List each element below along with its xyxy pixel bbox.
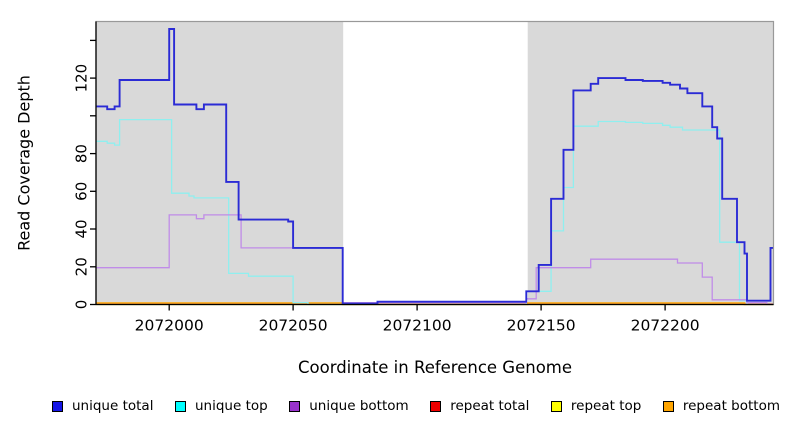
y-tick-label: 0	[73, 300, 91, 310]
legend-swatch-repeat-total	[430, 400, 442, 412]
y-axis-title: Read Coverage Depth	[14, 75, 34, 251]
y-tick-label: 120	[73, 64, 91, 93]
legend-item-unique-total: unique total	[52, 398, 153, 414]
y-tick-label: 40	[73, 219, 91, 238]
x-tick-label: 2072000	[135, 317, 204, 335]
legend-item-unique-top: unique top	[175, 398, 268, 414]
y-tick-label: 80	[73, 144, 91, 163]
legend-item-unique-bottom: unique bottom	[289, 398, 409, 414]
legend-label: repeat bottom	[682, 398, 780, 414]
legend-label: repeat top	[570, 398, 642, 414]
shaded-region	[527, 21, 774, 305]
legend-swatch-repeat-top	[550, 400, 562, 412]
legend-item-repeat-total: repeat total	[430, 398, 529, 414]
legend-label: unique top	[195, 398, 268, 414]
legend-swatch-unique-bottom	[289, 400, 301, 412]
legend-swatch-unique-top	[175, 400, 186, 412]
y-tick-label: 20	[73, 257, 91, 276]
legend-label: unique bottom	[309, 398, 409, 414]
series-unique-total	[96, 28, 774, 305]
x-tick-label: 2072200	[631, 317, 700, 335]
legend-swatch-repeat-bottom	[662, 400, 674, 412]
legend-item-repeat-bottom: repeat bottom	[662, 398, 780, 414]
legend-label: unique total	[72, 398, 154, 414]
legend-item-repeat-top: repeat top	[550, 398, 642, 414]
legend: unique total unique top unique bottom repea…	[0, 398, 792, 414]
series-unique-bottom	[96, 214, 774, 306]
x-tick-label: 2072150	[507, 317, 576, 335]
coverage-chart: 0 20 40 60 80 120 2072000 2072050 2072100 2072150…	[73, 20, 775, 335]
legend-swatch-unique-total	[52, 400, 63, 412]
shaded-region	[96, 21, 344, 305]
legend-label: repeat total	[450, 398, 530, 414]
x-tick-label: 2072100	[383, 317, 452, 335]
y-tick-label: 60	[73, 182, 91, 201]
x-axis-title: Coordinate in Reference Genome	[297, 358, 573, 377]
x-tick-label: 2072050	[259, 317, 328, 335]
